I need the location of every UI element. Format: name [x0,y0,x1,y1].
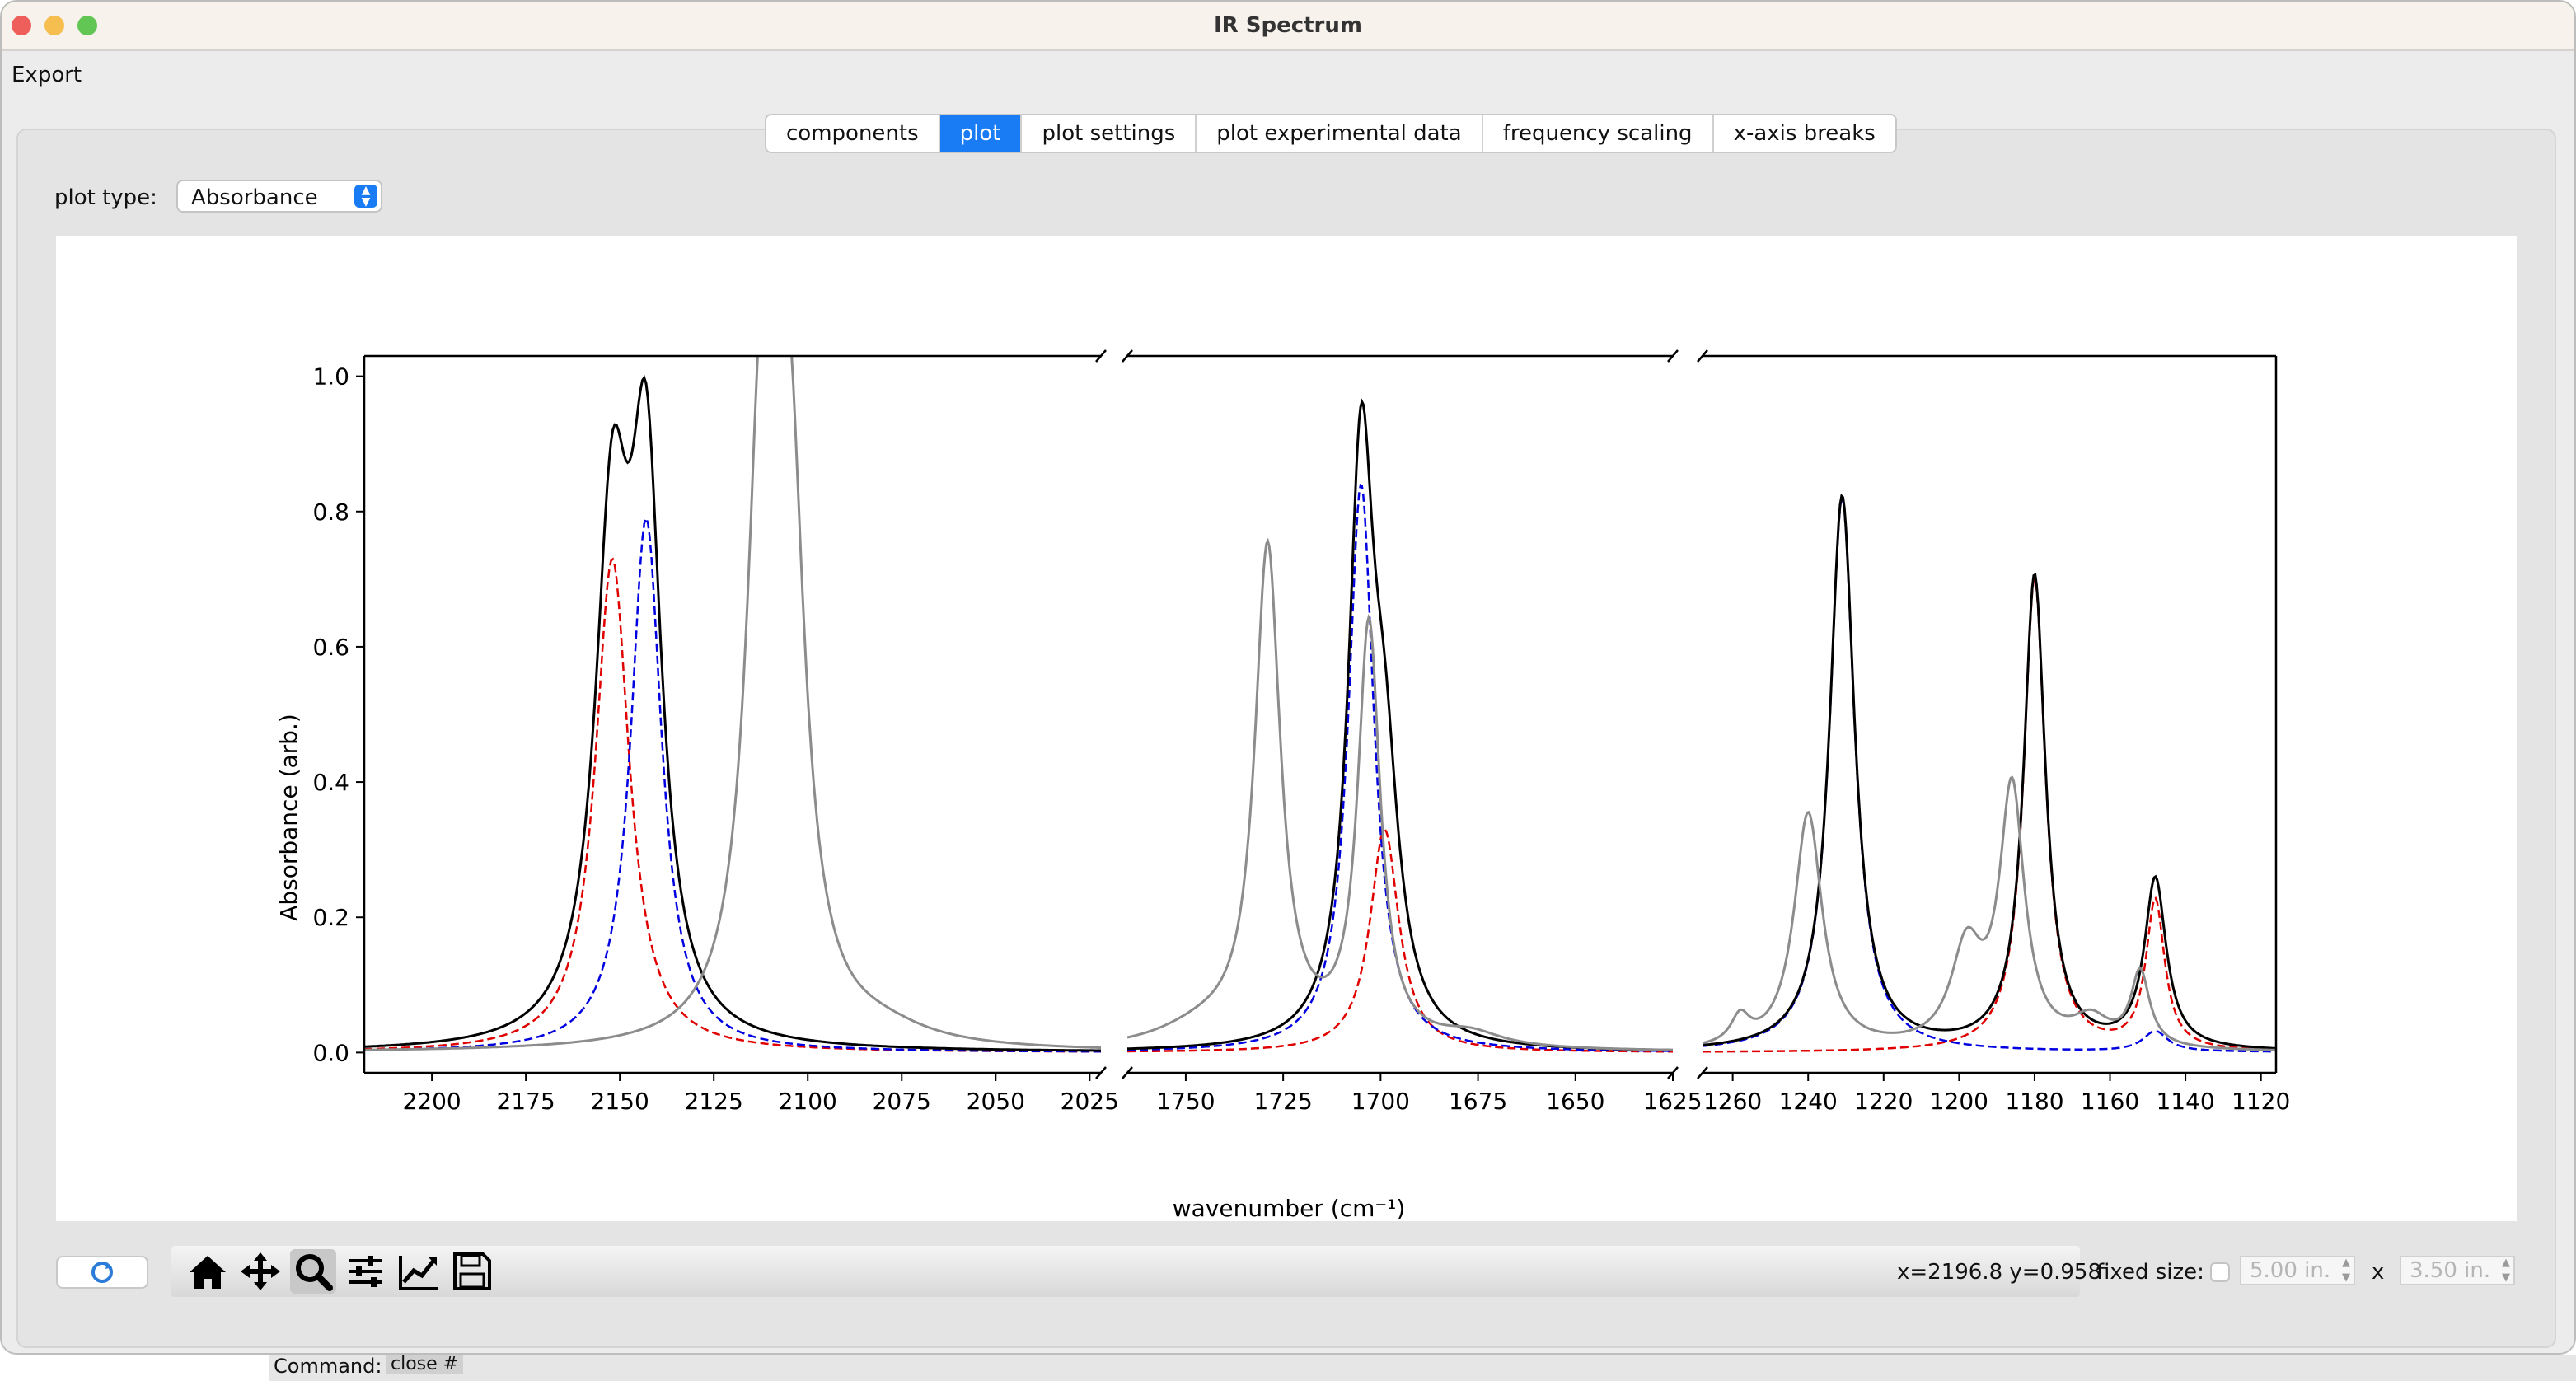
tab-frequency-scaling[interactable]: frequency scaling [1483,115,1714,152]
fixed-size-label: fixed size: [2096,1260,2204,1285]
tab-components[interactable]: components [766,115,940,152]
tab-plot-experimental-data[interactable]: plot experimental data [1197,115,1483,152]
select-arrows-icon: ▲ ▼ [354,185,377,208]
series-line-2 [364,515,1101,1053]
x-tick-label: 1180 [2005,1088,2063,1115]
window-title: IR Spectrum [1214,13,1362,38]
chart-panel-1: 2200 2175 2150 2125 2100 2075 2050 2025 0.0 0.2 0.… [312,349,1119,1115]
x-tick-label: 1675 [1449,1088,1507,1115]
zoom-icon [296,1254,333,1291]
save-icon [453,1252,491,1290]
x-tick-label: 2050 [967,1088,1025,1115]
axis-break-mark [1122,349,1133,363]
axis-break-mark [1697,1066,1708,1079]
configure-subplots-button[interactable] [343,1249,389,1294]
command-input[interactable]: close # [386,1355,464,1374]
series-line-3 [364,375,1101,1052]
y-tick-label: 0.4 [312,769,349,796]
axis-break-mark [1122,1066,1133,1079]
zoom-button[interactable] [290,1249,336,1294]
edit-axes-icon [399,1256,438,1290]
axis-break-mark [1667,349,1679,363]
axis-break-mark [1095,349,1107,363]
series-line-3 [1127,398,1673,1051]
x-tick-label: 1725 [1254,1088,1313,1115]
tab-bar: components plot plot settings plot exper… [765,114,1897,153]
size-separator: x [2372,1260,2385,1285]
plot-type-label: plot type: [54,185,157,210]
x-tick-label: 2175 [496,1088,555,1115]
x-tick-label: 2075 [873,1088,931,1115]
plot-canvas[interactable]: 2200 2175 2150 2125 2100 2075 2050 2025 0.0 0.2 0.… [56,236,2517,1221]
axis-break-mark [1095,1066,1107,1079]
command-bar: Command: close # [269,1355,2576,1381]
y-tick-label: 0.8 [312,499,349,526]
y-tick-label: 0.0 [312,1039,349,1066]
ir-spectrum-chart: 2200 2175 2150 2125 2100 2075 2050 2025 0.0 0.2 0.… [275,349,2290,1221]
menu-bar: Export [2,49,2574,107]
x-tick-label: 1625 [1643,1088,1702,1115]
save-figure-button[interactable] [448,1249,494,1294]
series-line-4 [1703,775,2276,1051]
x-tick-label: 2025 [1061,1088,1119,1115]
x-tick-label: 2150 [591,1088,649,1115]
command-label: Command: [274,1355,382,1378]
x-tick-label: 2200 [402,1088,461,1115]
width-stepper[interactable]: ▲ ▼ [2342,1257,2350,1284]
x-tick-label: 1750 [1156,1088,1215,1115]
fixed-size-checkbox[interactable] [2210,1262,2230,1282]
pan-button[interactable] [237,1249,283,1294]
tab-plot-settings[interactable]: plot settings [1022,115,1197,152]
tab-plot[interactable]: plot [939,115,1023,152]
series-line-1 [1127,828,1673,1053]
y-axis-label: Absorbance (arb.) [275,714,302,921]
series-line-2 [1127,484,1673,1052]
menu-export[interactable]: Export [12,63,82,87]
x-tick-label: 1200 [1930,1088,1988,1115]
series-line-1 [1703,577,2276,1053]
series-line-4 [1127,537,1673,1051]
height-stepper[interactable]: ▲ ▼ [2502,1257,2510,1284]
title-bar: IR Spectrum [2,2,2574,51]
refresh-icon [91,1262,113,1283]
y-tick-label: 1.0 [312,363,349,391]
configure-subplots-icon [349,1256,382,1287]
home-button[interactable] [185,1249,231,1294]
x-tick-label: 1240 [1779,1088,1838,1115]
y-tick-label: 0.2 [312,904,349,931]
series-line-3 [1703,493,2276,1050]
x-tick-label: 2125 [685,1088,743,1115]
series-line-4 [364,356,1101,1051]
width-input[interactable]: 5.00 in. [2240,1256,2355,1285]
x-tick-label: 1700 [1351,1088,1410,1115]
y-tick-label: 0.6 [312,634,349,661]
chart-panel-2: 1750 1725 1700 1675 1650 1625 [1122,349,1703,1115]
x-axis-label: wavenumber (cm⁻¹) [1173,1195,1406,1221]
chart-panel-3: 1260 1240 1220 1200 1180 1160 1140 1120 [1697,349,2290,1115]
tab-x-axis-breaks[interactable]: x-axis breaks [1733,121,1876,146]
series-line-1 [364,557,1101,1053]
x-tick-label: 1160 [2081,1088,2139,1115]
close-window-button[interactable] [12,16,31,35]
x-tick-label: 1260 [1703,1088,1762,1115]
refresh-button[interactable] [56,1256,148,1289]
cursor-coordinates: x=2196.8 y=0.958 [1897,1260,2102,1285]
maximize-window-button[interactable] [77,16,97,35]
height-input[interactable]: 3.50 in. [2400,1256,2515,1285]
plot-type-value: Absorbance [191,185,318,210]
axis-break-mark [1697,349,1708,363]
series-line-2 [1703,496,2276,1053]
x-tick-label: 1220 [1854,1088,1913,1115]
x-tick-label: 1650 [1546,1088,1604,1115]
minimize-window-button[interactable] [44,16,64,35]
x-tick-label: 2100 [779,1088,837,1115]
pan-icon [241,1252,280,1290]
home-icon [190,1256,226,1289]
x-tick-label: 1140 [2156,1088,2214,1115]
edit-axes-button[interactable] [396,1249,442,1294]
plot-toolbar [171,1246,2080,1297]
x-tick-label: 1120 [2232,1088,2290,1115]
plot-type-select[interactable]: Absorbance ▲ ▼ [176,180,382,213]
